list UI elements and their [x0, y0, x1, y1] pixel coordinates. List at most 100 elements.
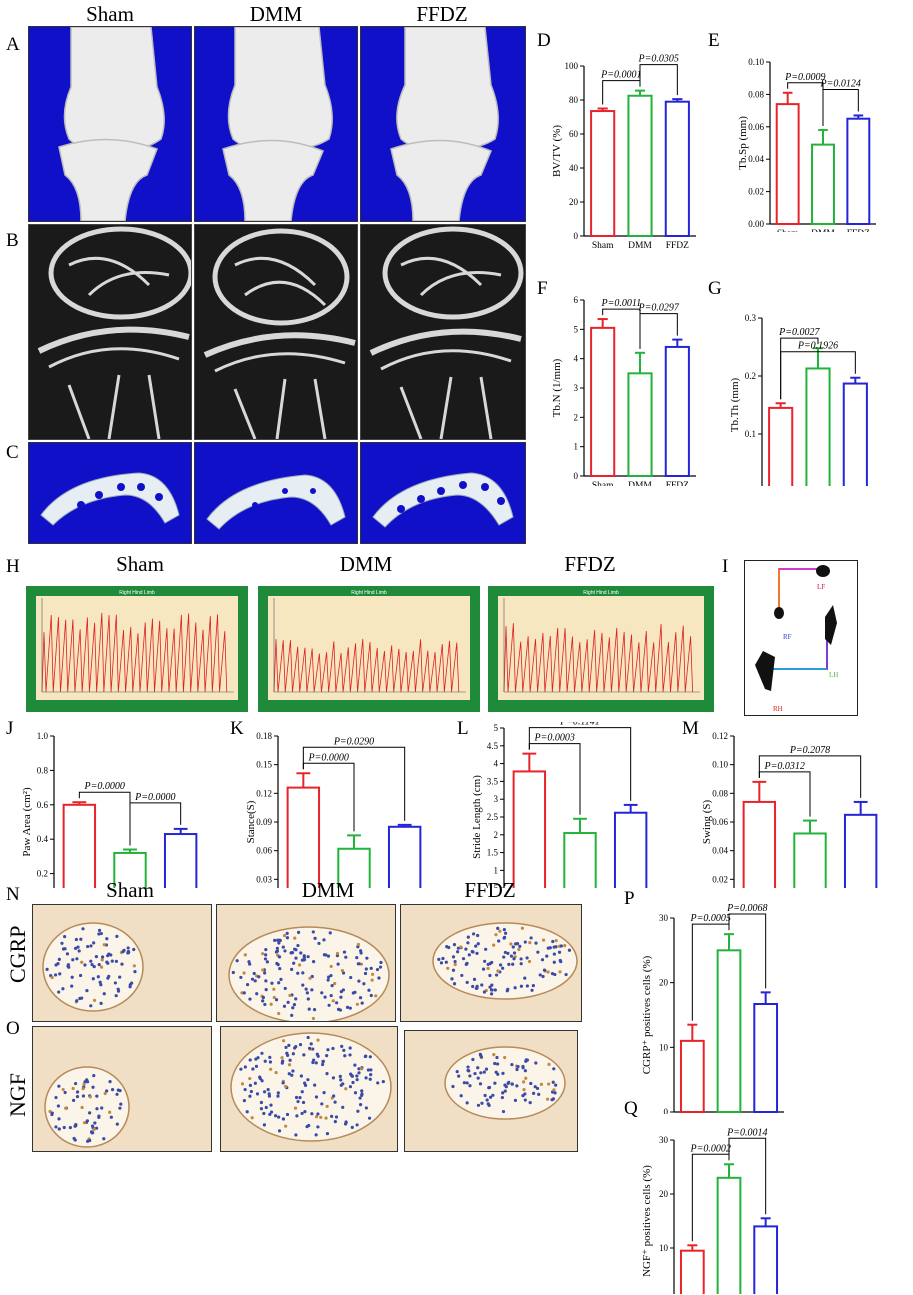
cell-dot: [96, 975, 100, 979]
cell-dot: [118, 975, 122, 979]
cell-dot: [126, 946, 130, 950]
significance-bracket: [129, 802, 182, 846]
cell-dot: [482, 1070, 486, 1074]
cell-dot: [500, 1095, 504, 1100]
cell-dot: [338, 1074, 342, 1078]
cell-dot: [567, 948, 572, 952]
cell-dot: [483, 959, 487, 963]
cell-dot: [369, 1073, 373, 1077]
cell-dot: [554, 945, 558, 949]
cell-dot: [72, 1098, 76, 1102]
cell-dot: [329, 993, 333, 998]
cell-dot: [301, 983, 305, 987]
cell-dot: [348, 1053, 352, 1057]
cell-dot: [465, 1101, 469, 1105]
significance-bracket: [822, 88, 859, 127]
cell-dot: [70, 975, 74, 979]
cell-dot: [307, 1123, 311, 1128]
cell-dot: [98, 980, 102, 984]
cell-dot: [109, 953, 113, 957]
cell-dot: [356, 1109, 360, 1113]
cell-dot: [86, 1080, 90, 1084]
cell-dot: [367, 1116, 372, 1120]
gait-trace-line: [273, 638, 460, 693]
cell-dot: [493, 988, 497, 992]
y-tick-label: 0.03: [256, 874, 272, 884]
cell-dot: [263, 971, 267, 975]
cell-dot: [551, 939, 555, 944]
cell-dot: [74, 946, 78, 950]
cell-dot: [511, 945, 515, 949]
cell-dot: [62, 1125, 66, 1130]
cell-dot: [472, 977, 477, 981]
cell-dot: [341, 1105, 345, 1109]
cell-dot: [106, 954, 110, 958]
cell-dot: [295, 1114, 299, 1118]
cell-dot: [126, 949, 130, 954]
cell-dot: [249, 1089, 253, 1094]
cell-dot: [471, 1057, 475, 1062]
cell-dot: [263, 1002, 267, 1007]
y-tick-label: 30: [659, 1135, 669, 1145]
cell-dot: [360, 1092, 364, 1096]
group-title-sham: Sham: [86, 2, 134, 26]
cell-dot: [92, 941, 96, 945]
cell-dot: [451, 955, 456, 959]
cell-dot: [278, 966, 282, 971]
cell-dot: [247, 960, 251, 964]
cell-dot: [265, 960, 269, 964]
cell-dot: [294, 997, 298, 1001]
cell-dot: [498, 963, 503, 967]
cell-dot: [331, 999, 335, 1003]
y-tick-label: 0.18: [256, 731, 272, 741]
category-label: Sham: [777, 229, 799, 232]
cell-dot: [274, 1070, 278, 1075]
panel-label-i: I: [722, 556, 729, 577]
cell-dot: [309, 1042, 313, 1046]
cell-dot: [336, 1007, 341, 1011]
cell-dot: [541, 938, 546, 942]
cell-dot: [257, 975, 261, 979]
cell-dot: [277, 1011, 281, 1016]
cell-dot: [459, 1094, 463, 1098]
cell-dot: [272, 987, 276, 991]
cell-dot: [362, 982, 366, 986]
p-value-label: P=0.0009: [784, 72, 825, 83]
significance-bracket: [780, 351, 856, 400]
cell-dot: [128, 985, 132, 989]
cell-dot: [369, 1068, 373, 1072]
cell-dot: [284, 1124, 288, 1128]
cell-dot: [252, 971, 256, 976]
p-value-label: P=0.0001: [600, 70, 641, 81]
y-axis-label: Tb.Th (mm): [729, 377, 741, 432]
cell-dot: [277, 1129, 282, 1133]
cell-dot: [92, 1127, 96, 1131]
cell-dot: [445, 945, 449, 949]
cell-dot: [311, 930, 315, 934]
cell-dot: [529, 1081, 533, 1086]
cell-dot: [366, 1068, 370, 1072]
cell-dot: [94, 955, 98, 959]
cell-dot: [114, 959, 119, 963]
cell-dot: [519, 957, 523, 961]
cell-dot: [303, 1110, 307, 1114]
gait-trace-dmm: Right Hind Limb: [258, 586, 480, 712]
cell-dot: [501, 1091, 505, 1095]
cell-dot: [294, 1133, 298, 1137]
p-value-label: P=0.0312: [763, 761, 804, 772]
p-value-label: P=0.0305: [637, 54, 678, 65]
gait-trace-ffdz: Right Hind Limb: [488, 586, 714, 712]
cell-dot: [523, 1069, 527, 1073]
cell-dot: [254, 1064, 259, 1068]
cell-dot: [248, 1076, 252, 1081]
cell-dot: [260, 1051, 264, 1055]
cell-dot: [340, 969, 344, 973]
cell-dot: [306, 955, 310, 959]
y-tick-label: 3: [494, 794, 499, 804]
y-tick-label: 0.5: [487, 883, 499, 888]
cell-dot: [314, 1133, 318, 1137]
cell-dot: [534, 1061, 538, 1065]
cell-dot: [365, 956, 369, 960]
cell-dot: [322, 938, 326, 942]
cell-dot: [261, 995, 265, 1000]
